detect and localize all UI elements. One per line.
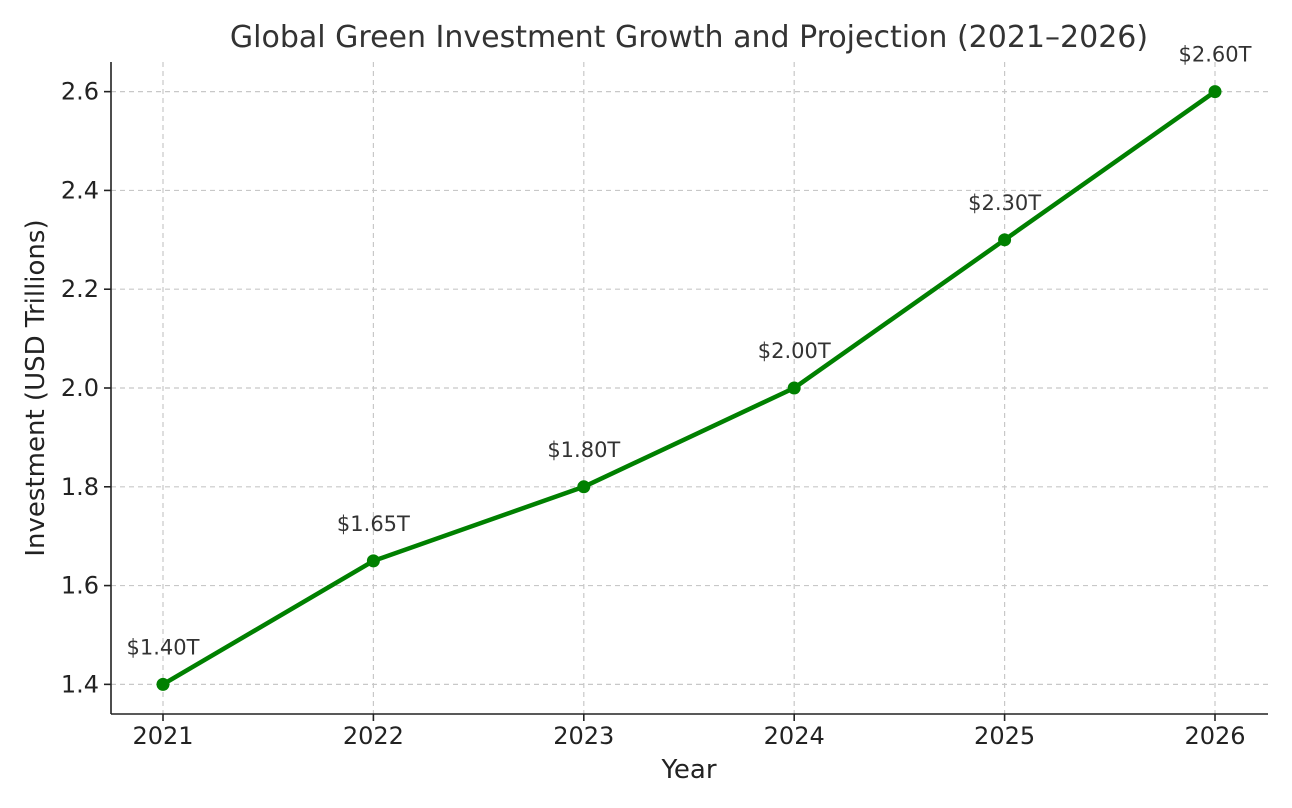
data-point [156,677,170,691]
y-tick-label: 1.8 [61,473,99,501]
data-label: $2.30T [968,191,1041,215]
data-point [998,233,1012,247]
series [156,85,1222,691]
series-line [160,89,1218,687]
x-tick-label: 2022 [343,722,404,750]
tick-labels: 2021 2022 2023 2024 2025 2026 1.4 1.6 1.8 2.0 2.2 2… [61,78,1246,750]
data-label: $2.00T [758,339,831,363]
x-tick-label: 2026 [1184,722,1245,750]
x-tick-label: 2021 [132,722,193,750]
x-tick-label: 2023 [553,722,614,750]
data-label: $1.65T [337,512,410,536]
grid [111,62,1268,714]
chart-title: Global Green Investment Growth and Proje… [230,20,1148,55]
x-tick-label: 2024 [764,722,825,750]
x-tick-label: 2025 [974,722,1035,750]
y-tick-label: 1.6 [61,572,99,600]
data-point [787,381,801,395]
y-axis-label: Investment (USD Trillions) [21,219,51,556]
data-point [577,480,591,494]
y-tick-label: 2.4 [61,176,99,204]
data-label: $1.40T [127,635,200,659]
y-tick-label: 2.2 [61,275,99,303]
data-label: $1.80T [547,438,620,462]
axes [104,62,1268,721]
y-tick-label: 2.0 [61,374,99,402]
data-label: $2.60T [1179,43,1252,67]
y-tick-label: 2.6 [61,78,99,106]
x-axis-label: Year [660,755,716,785]
data-point [366,554,380,568]
data-labels: $1.40T $1.65T $1.80T $2.00T $2.30T $2.60T [127,43,1252,660]
data-point [1208,85,1222,99]
y-tick-label: 1.4 [61,670,99,698]
